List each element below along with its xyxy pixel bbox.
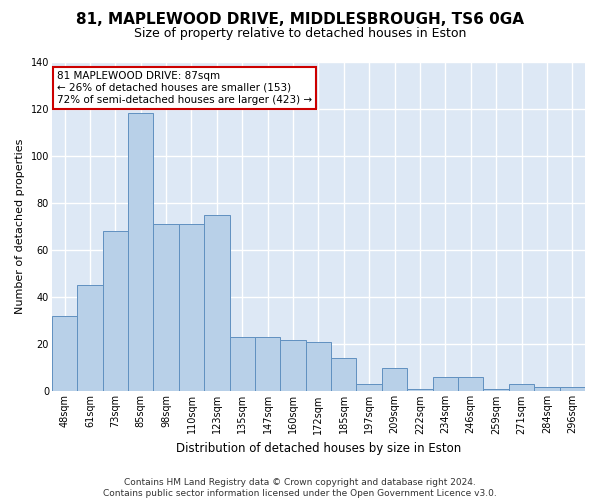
Bar [103,231,128,392]
Bar [534,386,560,392]
Text: Contains HM Land Registry data © Crown copyright and database right 2024.
Contai: Contains HM Land Registry data © Crown c… [103,478,497,498]
Bar [407,389,433,392]
Bar [179,224,204,392]
Bar [204,214,230,392]
Bar [77,286,103,392]
Y-axis label: Number of detached properties: Number of detached properties [15,139,25,314]
Bar [433,378,458,392]
Bar [458,378,484,392]
Bar [52,316,77,392]
Text: 81, MAPLEWOOD DRIVE, MIDDLESBROUGH, TS6 0GA: 81, MAPLEWOOD DRIVE, MIDDLESBROUGH, TS6 … [76,12,524,28]
Bar [280,340,306,392]
Bar [306,342,331,392]
Bar [230,337,255,392]
Text: 81 MAPLEWOOD DRIVE: 87sqm
← 26% of detached houses are smaller (153)
72% of semi: 81 MAPLEWOOD DRIVE: 87sqm ← 26% of detac… [57,72,312,104]
Bar [128,114,154,392]
Text: Size of property relative to detached houses in Eston: Size of property relative to detached ho… [134,28,466,40]
X-axis label: Distribution of detached houses by size in Eston: Distribution of detached houses by size … [176,442,461,455]
Bar [154,224,179,392]
Bar [255,337,280,392]
Bar [509,384,534,392]
Bar [484,389,509,392]
Bar [382,368,407,392]
Bar [560,386,585,392]
Bar [331,358,356,392]
Bar [356,384,382,392]
